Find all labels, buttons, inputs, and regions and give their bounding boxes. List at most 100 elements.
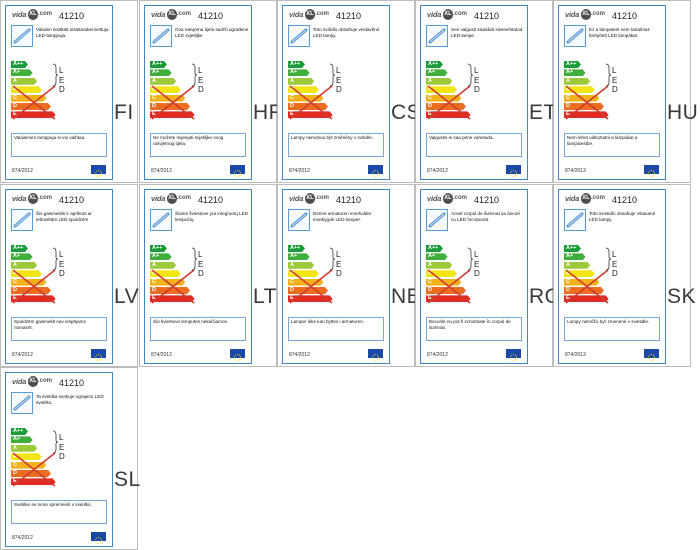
led-letter: L (336, 250, 341, 259)
brand-suffix: .com (453, 195, 468, 201)
brand-prefix: vida (427, 194, 442, 203)
energy-label: vida XL .com 41210 Toto svítidlo obsahuj… (282, 5, 390, 180)
lamp-note: Valaisimen lamppuja ei voi vaihtaa. (11, 133, 107, 157)
led-letter: L (198, 250, 203, 259)
eu-flag-icon (368, 349, 383, 361)
eu-flag-icon (91, 165, 106, 177)
led-letter: D (474, 85, 480, 94)
energy-class-letter: A++ (290, 61, 301, 67)
model-number: 41210 (474, 11, 500, 21)
brand-mark: XL (305, 9, 315, 20)
energy-class-letter: A++ (428, 61, 439, 67)
energy-label-cell: vida XL .com 41210 Denne armaturen inneh… (277, 184, 421, 367)
energy-class-bar: B (426, 270, 457, 277)
brand-mark: XL (167, 193, 177, 204)
brand-prefix: vida (565, 194, 580, 203)
eu-flag-icon (368, 165, 383, 177)
led-letter: L (59, 433, 64, 442)
energy-class-bar: A+ (288, 253, 310, 260)
energy-label-cell: vida XL .com 41210 Ova rasvjetna tijela … (139, 0, 284, 183)
lamp-note: Valgustis ei saa pirne vahetada. (426, 133, 522, 157)
energy-class-letter: C (428, 94, 432, 101)
energy-class-scale: A++ A+ A B C D E (426, 245, 486, 305)
energy-class-bar: D (11, 103, 51, 110)
energy-class-letter: D (13, 103, 17, 109)
energy-class-scale: A++ A+ A B C D E (11, 61, 71, 121)
energy-class-bar: A+ (564, 253, 586, 260)
energy-class-letter: A (566, 77, 570, 84)
energy-class-scale: A++ A+ A B C D E (150, 61, 210, 121)
energy-class-bar: A (288, 78, 314, 85)
energy-class-bar: A++ (288, 245, 305, 252)
energy-class-letter: C (13, 461, 17, 468)
regulation-number: 874/2012 (12, 535, 33, 541)
energy-label: vida XL .com 41210 Ta svetilka svebuje v… (5, 372, 113, 547)
energy-class-letter: E (13, 295, 17, 302)
description-text: Šiame šviestuve yra integruotų LED lempu… (175, 211, 249, 222)
brand-prefix: vida (289, 194, 304, 203)
energy-class-letter: B (290, 86, 294, 93)
energy-class-letter: E (290, 295, 294, 302)
led-tube-icon (426, 209, 448, 231)
cross-out-icon (12, 269, 56, 304)
energy-class-letter: B (566, 86, 570, 93)
energy-class-bar: D (288, 103, 328, 110)
brand-mark: XL (305, 193, 315, 204)
energy-class-letter: D (13, 287, 17, 293)
energy-class-bar: A+ (11, 436, 33, 443)
energy-class-letter: A+ (290, 253, 298, 260)
led-letter: L (198, 66, 203, 75)
brace-icon (52, 247, 58, 271)
led-letter: D (198, 269, 204, 278)
energy-class-bar: A+ (564, 69, 586, 76)
energy-class-bar: E (288, 295, 333, 302)
energy-class-bar: A++ (150, 245, 167, 252)
regulation-number: 874/2012 (12, 168, 33, 174)
lamp-note: Becurile nu pot fi schimbate în corpul d… (426, 317, 522, 341)
description-text: Toto svietidlo obsahuje vstavané LED lam… (589, 211, 656, 222)
cross-out-icon (12, 85, 56, 120)
energy-label-cell: vida XL .com 41210 Acest corpul de ilumi… (415, 184, 561, 367)
led-letter: E (59, 442, 65, 452)
energy-class-letter: D (566, 287, 570, 293)
energy-class-letter: A+ (152, 69, 160, 76)
description-text: Ta svetilka svebuje vgrajeno LED svetilk… (36, 394, 104, 405)
energy-class-letter: A++ (566, 61, 577, 67)
cross-out-icon (289, 85, 333, 120)
energy-label-cell: vida XL .com 41210 Valaisin sisältää sis… (0, 0, 138, 183)
description-text: Ez a lámpatest nem tartalmaz beépített L… (589, 27, 650, 38)
energy-class-bar: B (150, 86, 181, 93)
led-letter: E (336, 259, 342, 269)
energy-class-letter: A+ (13, 69, 21, 76)
description-text: Šis gaismeklis ir aprīkots ar iebūvētām … (36, 211, 92, 222)
eu-flag-icon (91, 349, 106, 361)
energy-class-letter: B (428, 270, 432, 277)
led-letter: D (474, 269, 480, 278)
energy-class-bar: A (564, 262, 590, 269)
energy-class-letter: B (152, 270, 156, 277)
led-letter: L (59, 66, 64, 75)
energy-class-bar: A++ (426, 61, 443, 68)
brace-icon (467, 247, 473, 271)
cross-out-icon (565, 85, 609, 120)
energy-class-scale: A++ A+ A B C D E (11, 245, 71, 305)
energy-class-letter: A (13, 444, 17, 451)
brand-logo: vida XL .com (12, 9, 52, 23)
led-tube-icon (564, 209, 586, 231)
energy-class-letter: A (13, 261, 17, 268)
energy-class-letter: A (428, 261, 432, 268)
led-tube-icon (11, 392, 33, 414)
brace-icon (329, 247, 335, 271)
brand-prefix: vida (12, 194, 27, 203)
energy-class-bar: A (426, 262, 452, 269)
brand-logo: vida XL .com (151, 193, 191, 207)
language-code: HR (253, 101, 285, 124)
energy-class-letter: C (152, 278, 156, 285)
energy-class-letter: A++ (428, 245, 439, 251)
energy-class-letter: A (152, 261, 156, 268)
energy-class-bar: A (11, 262, 37, 269)
regulation-number: 874/2012 (289, 168, 310, 174)
